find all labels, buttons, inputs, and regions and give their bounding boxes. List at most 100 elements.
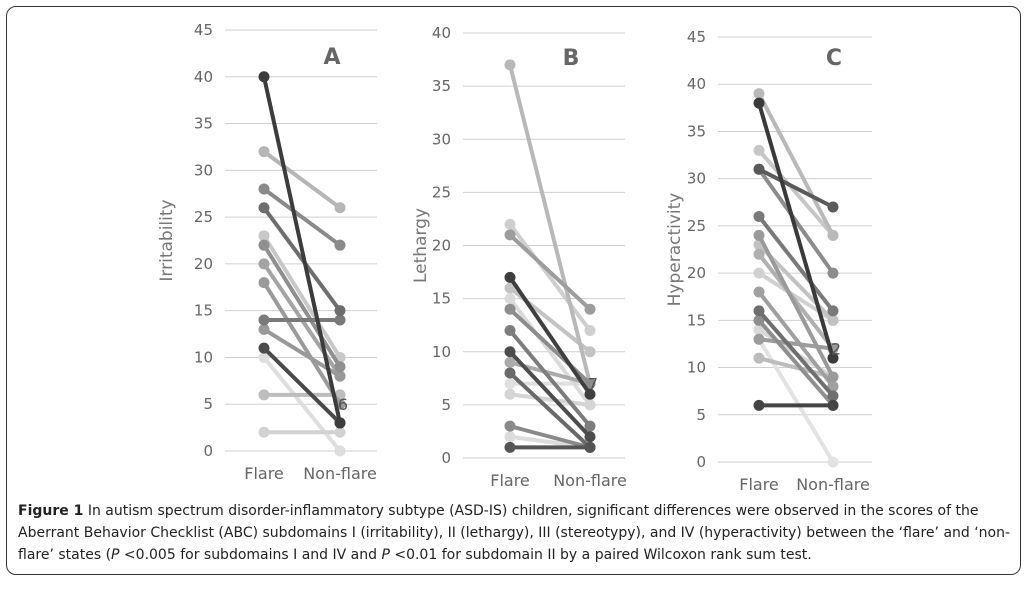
series-line xyxy=(757,167,835,209)
series-line xyxy=(508,392,592,407)
series-line xyxy=(508,62,592,386)
data-point xyxy=(504,367,516,379)
series-line xyxy=(508,275,592,397)
x-tick-label: Non-flare xyxy=(796,475,870,494)
y-tick-label: 5 xyxy=(441,396,451,414)
data-point xyxy=(258,426,270,438)
data-point xyxy=(504,282,516,294)
data-point xyxy=(258,277,270,289)
data-point xyxy=(334,202,346,214)
data-point xyxy=(504,378,516,390)
data-point xyxy=(827,314,839,326)
data-point xyxy=(753,144,765,156)
data-point xyxy=(504,218,516,230)
data-point xyxy=(827,305,839,317)
data-point xyxy=(584,441,596,453)
series-line xyxy=(262,243,342,369)
data-point xyxy=(753,248,765,260)
data-point xyxy=(584,388,596,400)
x-tick-label: Flare xyxy=(244,464,284,483)
data-point xyxy=(753,305,765,317)
data-point xyxy=(334,426,346,438)
series-line xyxy=(262,280,342,407)
data-point xyxy=(753,324,765,336)
data-point xyxy=(753,333,765,345)
series-line xyxy=(508,222,592,333)
data-point xyxy=(334,417,346,429)
data-point xyxy=(753,267,765,279)
y-tick-label: 20 xyxy=(432,237,451,255)
y-tick-label: 0 xyxy=(441,449,451,467)
y-tick-label: 20 xyxy=(194,255,213,273)
x-tick-label: Non-flare xyxy=(553,471,627,490)
data-point xyxy=(334,314,346,326)
panel-a: 0 5 10 15 20 25 30 35 40 45 Flare Non-flare Irritabi… xyxy=(157,21,377,483)
data-point xyxy=(584,303,596,315)
data-point xyxy=(827,201,839,213)
data-point xyxy=(504,59,516,71)
data-point xyxy=(258,239,270,251)
caption-p-symbol-2: P xyxy=(381,547,390,563)
series-line xyxy=(757,148,835,238)
point-count-label: 6 xyxy=(338,395,348,414)
series-line xyxy=(757,91,835,238)
series-line xyxy=(262,205,342,313)
data-point xyxy=(753,286,765,298)
x-tick-label: Non-flare xyxy=(303,464,377,483)
data-point xyxy=(584,346,596,358)
panel-title: B xyxy=(563,46,580,71)
data-point xyxy=(827,380,839,392)
panel-c: 0 5 10 15 20 25 30 35 40 45 Flare Non-flare Hyperact… xyxy=(665,28,872,494)
series-line xyxy=(508,349,592,439)
y-axis-label: Irritability xyxy=(157,199,177,281)
caption-text-1: In autism spectrum disorder-inflammatory… xyxy=(18,503,1011,563)
series-line xyxy=(508,424,592,450)
data-point xyxy=(258,314,270,326)
data-point xyxy=(334,445,346,457)
y-tick-label: 30 xyxy=(194,161,213,179)
data-point xyxy=(258,183,270,195)
point-count-label: 2 xyxy=(831,340,841,359)
data-point xyxy=(258,342,270,354)
y-tick-label: 0 xyxy=(203,442,213,460)
panel-title: C xyxy=(826,46,842,71)
data-point xyxy=(258,230,270,242)
data-point xyxy=(504,388,516,400)
data-point xyxy=(258,146,270,158)
series-line xyxy=(508,371,592,450)
data-point xyxy=(753,210,765,222)
series-line xyxy=(757,252,835,351)
series-line xyxy=(757,101,835,361)
data-point xyxy=(504,441,516,453)
series-line xyxy=(757,233,835,379)
y-tick-label: 45 xyxy=(687,28,706,46)
data-point xyxy=(334,239,346,251)
y-tick-label: 45 xyxy=(194,21,213,39)
y-tick-label: 25 xyxy=(432,183,451,201)
data-point xyxy=(753,163,765,175)
data-point xyxy=(584,431,596,443)
y-tick-label: 40 xyxy=(432,24,451,42)
y-tick-label: 25 xyxy=(687,217,706,235)
series-line xyxy=(262,346,342,425)
data-point xyxy=(753,352,765,364)
series-line xyxy=(757,337,835,351)
series-line xyxy=(262,187,342,248)
series-line xyxy=(757,167,835,276)
y-tick-label: 15 xyxy=(687,311,706,329)
panel-title: A xyxy=(323,45,340,70)
data-point xyxy=(753,399,765,411)
figure-caption: Figure 1 In autism spectrum disorder-inf… xyxy=(18,500,1018,566)
series-line xyxy=(508,328,592,429)
series-line xyxy=(757,318,835,408)
series-line xyxy=(262,355,342,453)
data-point xyxy=(258,323,270,335)
data-point xyxy=(827,371,839,383)
y-tick-label: 5 xyxy=(696,406,706,424)
y-tick-label: 30 xyxy=(687,170,706,188)
data-point xyxy=(827,229,839,241)
data-point xyxy=(504,420,516,432)
series-line xyxy=(508,296,592,407)
data-point xyxy=(504,229,516,241)
